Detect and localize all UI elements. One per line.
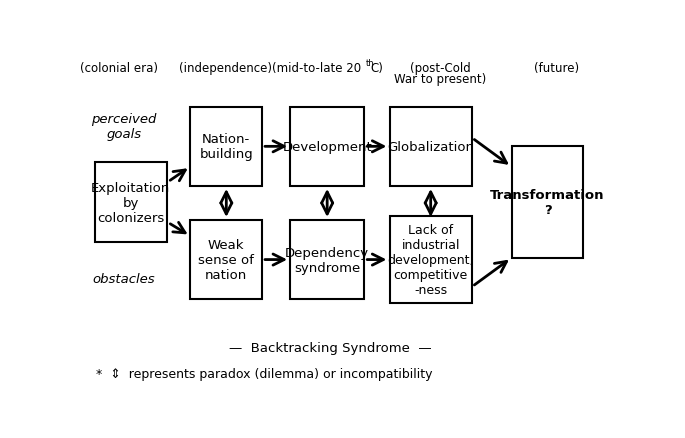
FancyBboxPatch shape [290, 220, 364, 300]
FancyBboxPatch shape [290, 107, 364, 187]
Text: *  ⇕  represents paradox (dilemma) or incompatibility: * ⇕ represents paradox (dilemma) or inco… [96, 367, 433, 380]
FancyBboxPatch shape [390, 107, 472, 187]
Text: (future): (future) [534, 62, 580, 75]
FancyBboxPatch shape [190, 220, 262, 300]
Text: Nation-
building: Nation- building [199, 133, 253, 161]
Text: Globalization: Globalization [387, 141, 474, 153]
FancyBboxPatch shape [190, 107, 262, 187]
Text: perceived
goals: perceived goals [91, 113, 157, 141]
FancyBboxPatch shape [95, 163, 166, 242]
Text: Dependency
syndrome: Dependency syndrome [285, 246, 369, 274]
Text: Development: Development [282, 141, 372, 153]
Text: War to present): War to present) [394, 73, 486, 86]
Text: Weak
sense of
nation: Weak sense of nation [199, 239, 254, 282]
FancyBboxPatch shape [512, 147, 584, 258]
Text: (post-Cold: (post-Cold [410, 62, 471, 75]
Text: C): C) [371, 62, 384, 75]
Text: (colonial era): (colonial era) [80, 62, 158, 75]
FancyBboxPatch shape [390, 217, 472, 303]
Text: —  Backtracking Syndrome  —: — Backtracking Syndrome — [229, 341, 431, 354]
Text: th: th [366, 59, 375, 68]
Text: Transformation
?: Transformation ? [490, 189, 605, 217]
Text: Lack of
industrial
development,
competitive
-ness: Lack of industrial development, competit… [388, 223, 474, 297]
Text: (mid-to-late 20: (mid-to-late 20 [272, 62, 361, 75]
Text: (independence): (independence) [179, 62, 272, 75]
Text: Exploitation
by
colonizers: Exploitation by colonizers [91, 181, 171, 224]
Text: obstacles: obstacles [92, 272, 155, 285]
